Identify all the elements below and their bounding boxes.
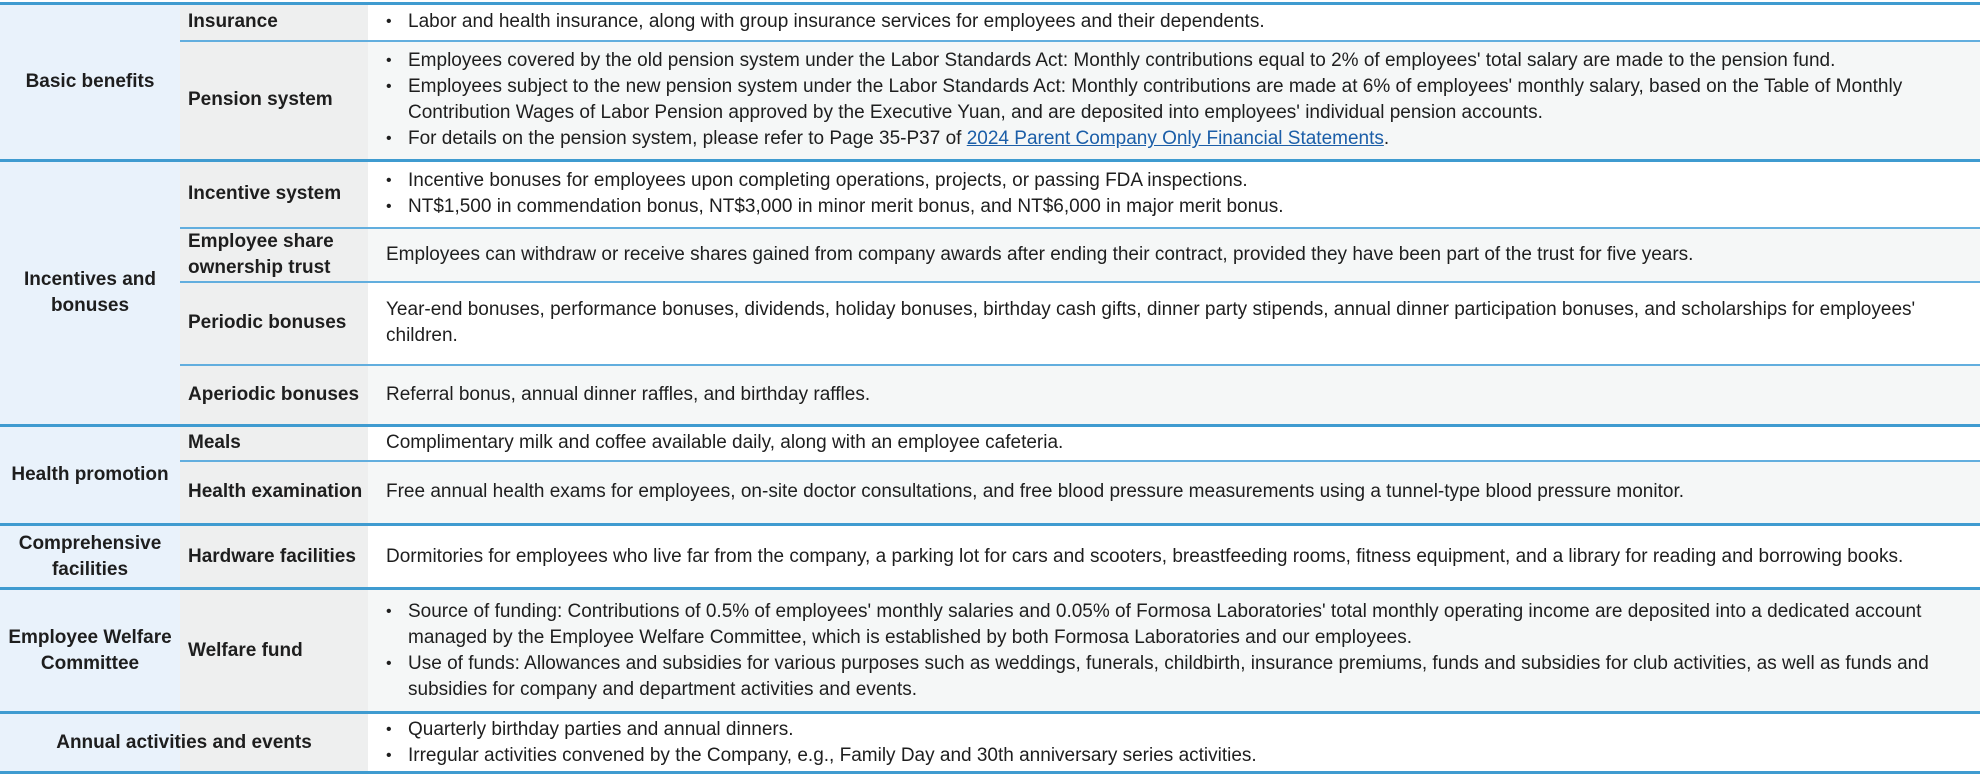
table-row: Comprehensive facilities Hardware facili… [0,523,1980,589]
row-label: Periodic bonuses [180,280,368,365]
row-label: Hardware facilities [180,523,368,589]
row-text: Employees can withdraw or receive shares… [368,226,1980,282]
row-label: Employee share ownership trust [180,226,368,282]
table-row: Basic benefits Insurance Labor and healt… [0,2,1980,161]
table-row: Health promotion Meals Complimentary mil… [0,424,1980,525]
table-row: Employee share ownership trust Employees… [0,226,1980,282]
list-item: Source of funding: Contributions of 0.5%… [386,599,1968,651]
list-item: For details on the pension system, pleas… [386,126,1968,152]
row-label: Welfare fund [180,587,368,713]
group-health: Health promotion [0,424,180,525]
table-row: Employee Welfare Committee Welfare fund … [0,587,1980,713]
row-label: Insurance [180,2,368,41]
table-row: Incentives and bonuses Incentive system … [0,159,1980,426]
row-label: Meals [180,424,368,461]
list-item: Quarterly birthday parties and annual di… [386,717,1968,743]
details-text: For details on the pension system, pleas… [408,128,967,150]
table-row: Annual activities and events Quarterly b… [0,711,1980,774]
list-item: NT$1,500 in commendation bonus, NT$3,000… [386,194,1968,220]
list-item: Employees covered by the old pension sys… [386,48,1968,74]
row-label: Aperiodic bonuses [180,363,368,426]
row-label: Pension system [180,39,368,161]
list-item: Incentive bonuses for employees upon com… [386,168,1968,194]
row-text: Complimentary milk and coffee available … [368,424,1980,461]
list-item: Irregular activities convened by the Com… [386,743,1968,769]
group-annual: Annual activities and events [0,711,368,774]
table-row: Periodic bonuses Year-end bonuses, perfo… [0,280,1980,365]
row-text: Year-end bonuses, performance bonuses, d… [368,280,1980,365]
table-row: Aperiodic bonuses Referral bonus, annual… [0,363,1980,426]
row-label: Incentive system [180,159,368,228]
table-row: Health examination Free annual health ex… [0,459,1980,525]
row-text: Dormitories for employees who live far f… [368,523,1980,589]
row-text: Referral bonus, annual dinner raffles, a… [368,363,1980,426]
group-basic-benefits: Basic benefits [0,2,180,161]
group-incentives: Incentives and bonuses [0,159,180,426]
row-text: Free annual health exams for employees, … [368,459,1980,525]
group-facilities: Comprehensive facilities [0,523,180,589]
financial-statements-link[interactable]: 2024 Parent Company Only Financial State… [966,128,1384,150]
list-item: Use of funds: Allowances and subsidies f… [386,651,1968,703]
row-label: Health examination [180,459,368,525]
details-suffix: . [1383,128,1390,150]
list-item: Employees subject to the new pension sys… [386,74,1968,126]
group-welfare: Employee Welfare Committee [0,587,180,713]
list-item: Labor and health insurance, along with g… [386,9,1968,35]
table-row: Pension system Employees covered by the … [0,39,1980,161]
